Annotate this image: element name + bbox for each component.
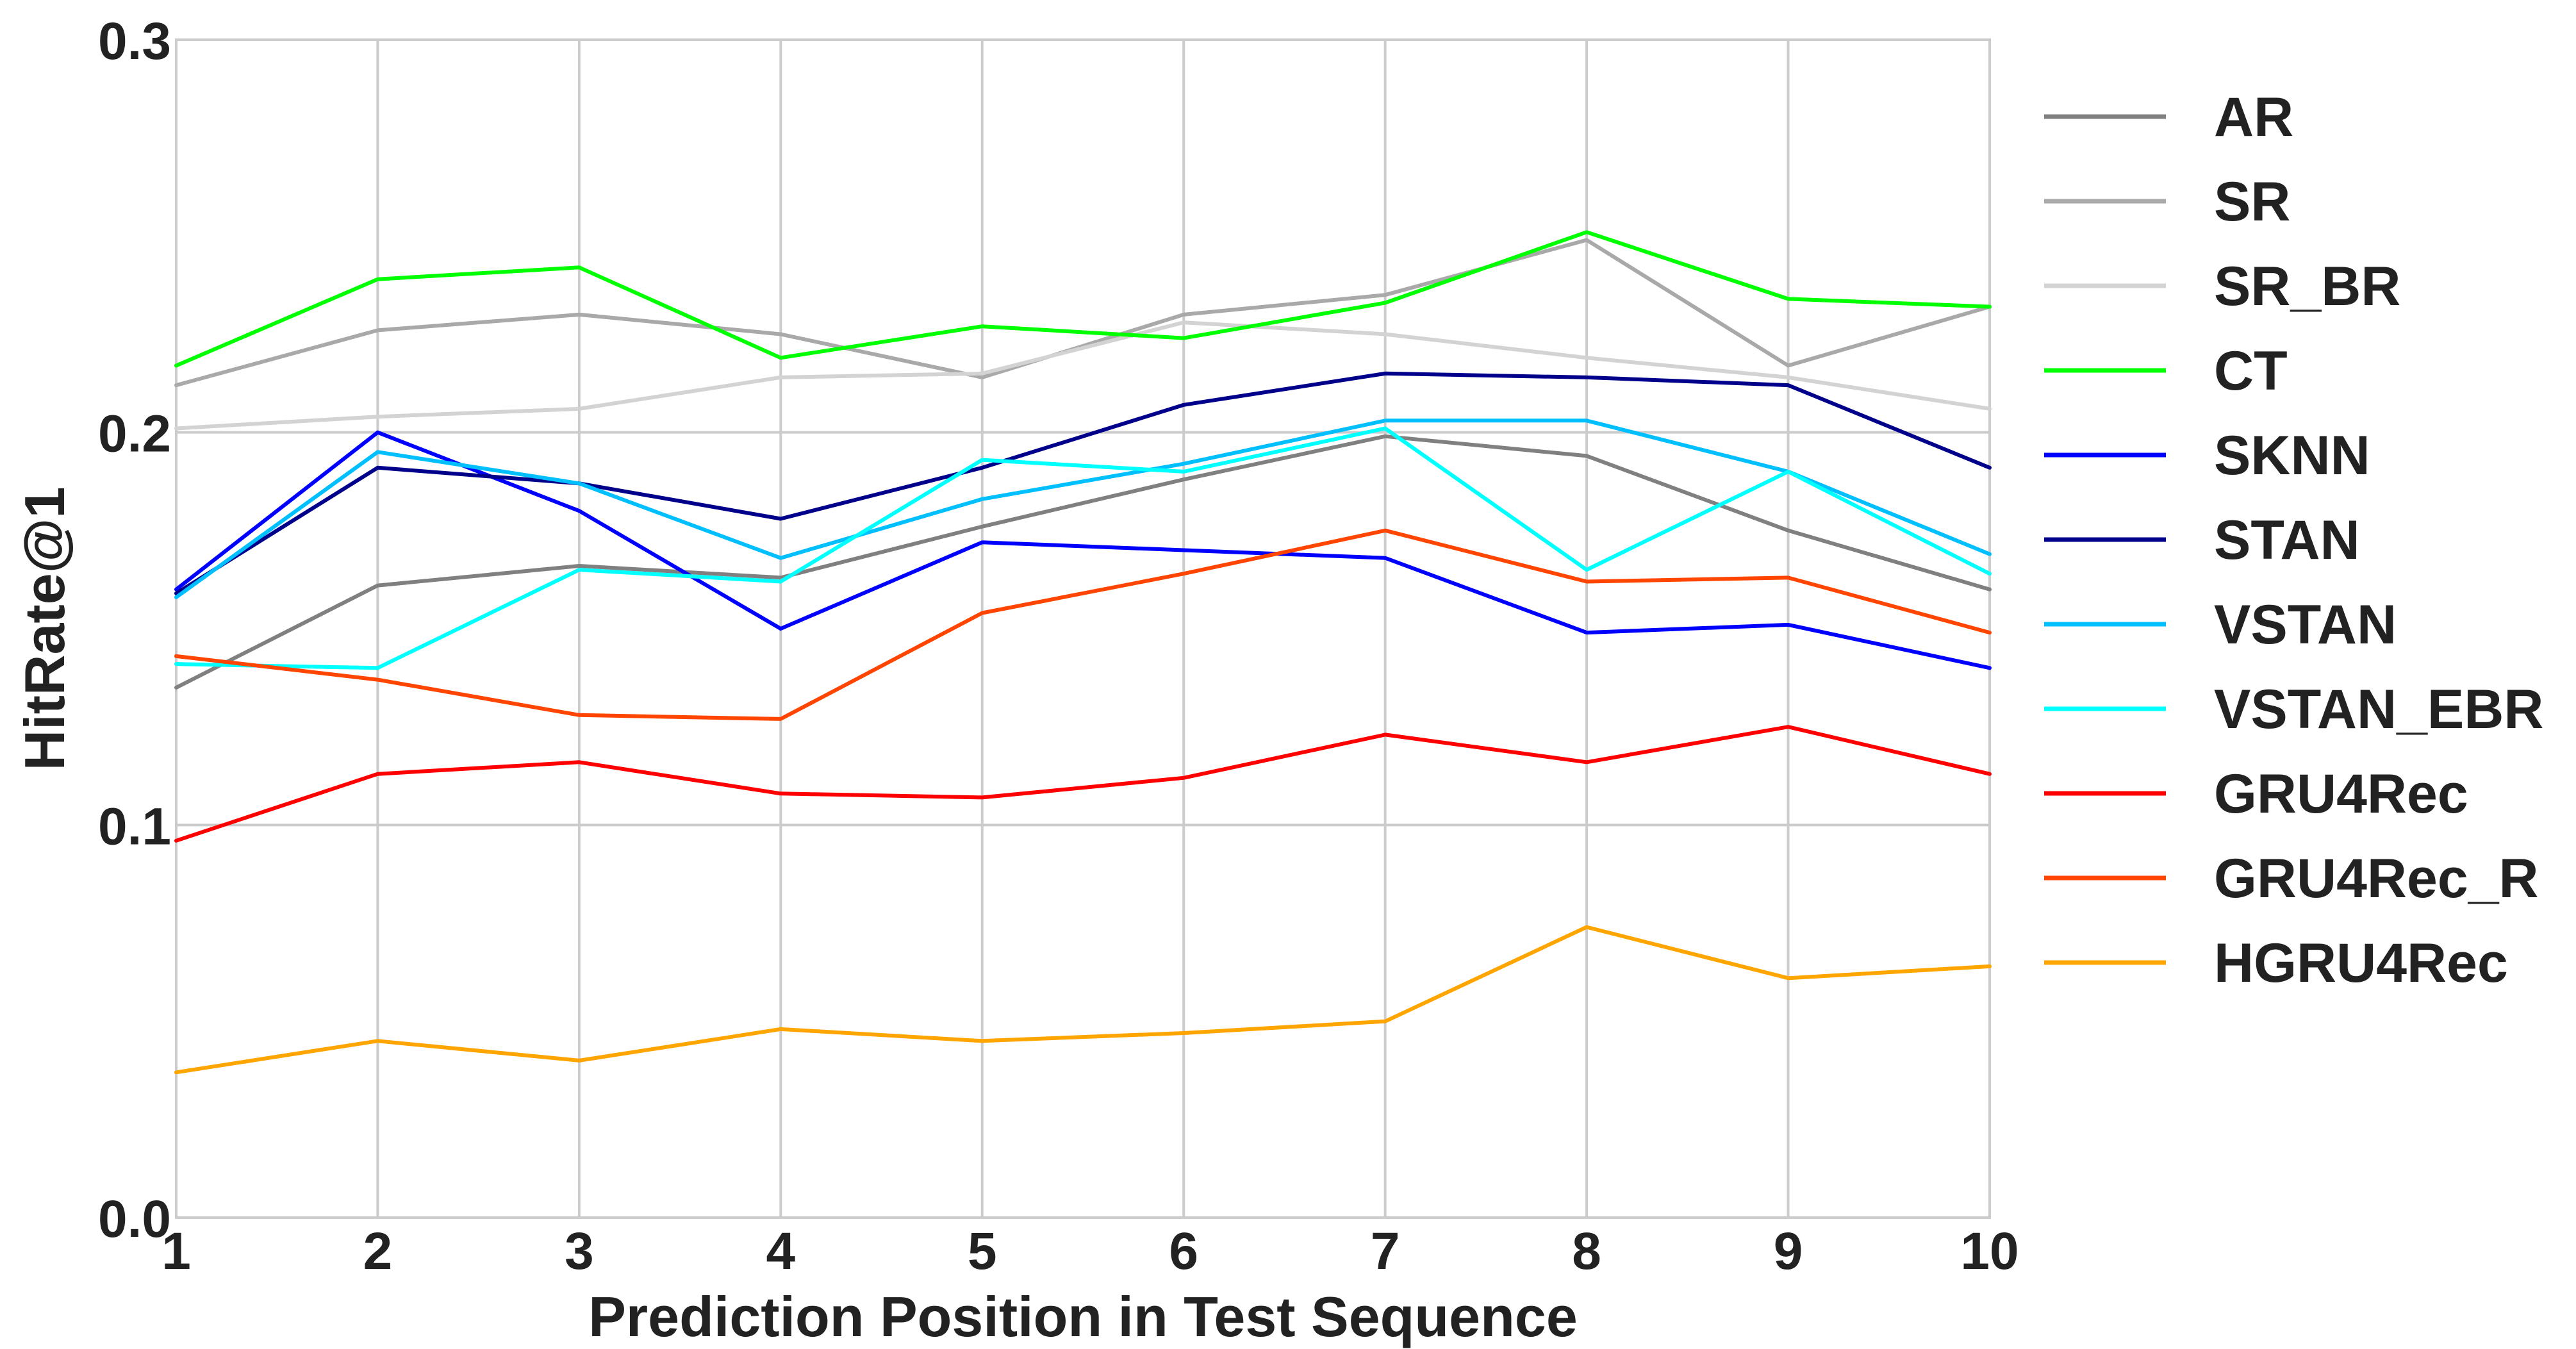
- series-line-sr-br: [174, 320, 1992, 431]
- y-tick-label: 0.0: [98, 1190, 171, 1248]
- legend-label: SR: [2214, 171, 2290, 233]
- y-tick-label: 0.3: [98, 12, 171, 70]
- plot-frame: [175, 38, 1991, 1219]
- series-lines: [174, 230, 1992, 1075]
- x-axis-ticks: 1 2 3 4 5 6 7 8 9 10: [161, 1222, 2019, 1280]
- series-line-ar: [174, 434, 1992, 690]
- x-axis-label: Prediction Position in Test Sequence: [588, 1285, 1578, 1348]
- legend-label: VSTAN: [2214, 594, 2397, 656]
- legend-label: GRU4Rec: [2214, 763, 2468, 825]
- x-tick-label: 5: [968, 1222, 997, 1280]
- x-tick-label: 10: [1960, 1222, 2019, 1280]
- series-line-hgru4rec: [174, 925, 1992, 1075]
- x-tick-label: 4: [766, 1222, 796, 1280]
- y-tick-label: 0.1: [98, 797, 171, 856]
- x-tick-label: 6: [1169, 1222, 1198, 1280]
- y-tick-label: 0.2: [98, 405, 171, 463]
- legend-label: SKNN: [2214, 425, 2370, 486]
- series-line-sknn: [174, 430, 1992, 670]
- legend-label: STAN: [2214, 509, 2360, 571]
- series-line-stan: [174, 371, 1992, 595]
- x-tick-label: 7: [1371, 1222, 1400, 1280]
- x-tick-label: 9: [1774, 1222, 1803, 1280]
- series-line-ct: [174, 230, 1992, 368]
- y-axis-ticks: 0.0 0.1 0.2 0.3: [98, 12, 171, 1248]
- series-line-vstan-ebr: [174, 426, 1992, 670]
- series-line-gru4rec-r: [174, 528, 1992, 721]
- x-tick-label: 1: [161, 1222, 191, 1280]
- x-tick-label: 2: [363, 1222, 393, 1280]
- y-axis-label: HitRate@1: [13, 487, 76, 771]
- legend-label: SR_BR: [2214, 256, 2401, 317]
- legend-label: VSTAN_EBR: [2214, 679, 2544, 740]
- x-tick-label: 3: [565, 1222, 594, 1280]
- x-tick-label: 8: [1572, 1222, 1601, 1280]
- legend-label: CT: [2214, 340, 2288, 402]
- legend-label: AR: [2214, 87, 2293, 148]
- legend-label: GRU4Rec_R: [2214, 848, 2539, 909]
- series-line-vstan: [174, 418, 1992, 599]
- legend: AR SR SR_BR CT SKNN STAN VSTAN VSTAN_EBR GRU4Rec…: [2044, 87, 2544, 994]
- legend-label: HGRU4Rec: [2214, 932, 2508, 994]
- series-line-gru4rec: [174, 725, 1992, 843]
